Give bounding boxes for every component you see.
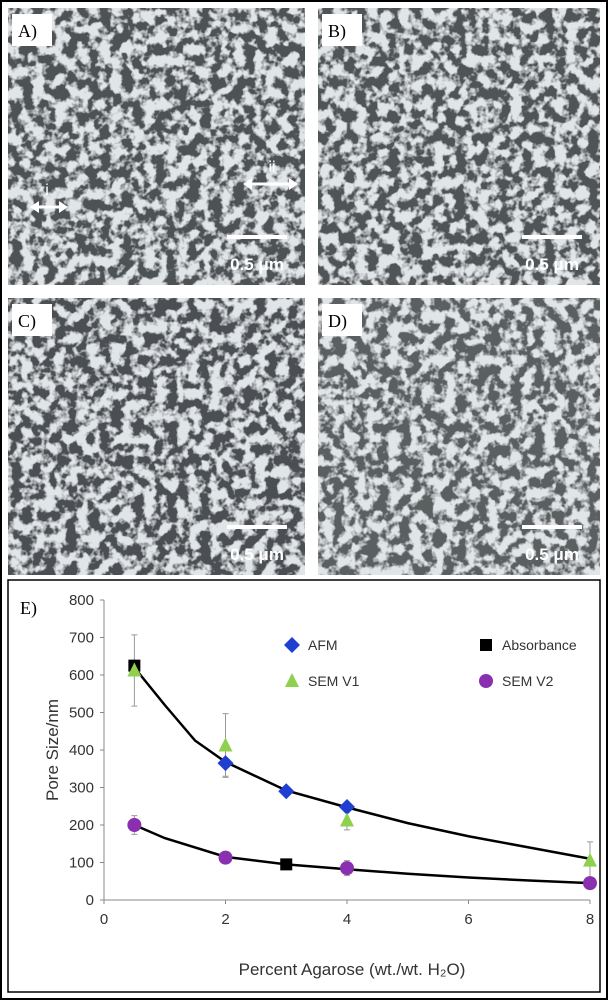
chart-frame bbox=[7, 579, 601, 993]
point bbox=[217, 755, 234, 772]
panel-label: B) bbox=[328, 21, 346, 42]
x-axis-title: Percent Agarose (wt./wt. H₂O) bbox=[239, 960, 466, 979]
sem-image bbox=[318, 8, 600, 285]
chart: E) 0 100 200 300 400 500 600 700 800 0 2 4 6 8 Percent … bbox=[20, 592, 597, 979]
point bbox=[278, 783, 295, 800]
point bbox=[339, 799, 355, 815]
point bbox=[583, 852, 597, 867]
point bbox=[127, 662, 142, 677]
annotation: i bbox=[45, 182, 49, 199]
image-panel: C) 0.5 μm bbox=[8, 298, 305, 575]
label-box bbox=[322, 304, 362, 336]
legend-label: SEM V1 bbox=[308, 673, 360, 689]
y-tick-label: 200 bbox=[69, 817, 94, 834]
arrow-head bbox=[289, 178, 298, 190]
legend-label: SEM V2 bbox=[502, 673, 554, 689]
scale-label: 0.5 μm bbox=[230, 255, 284, 274]
label-box bbox=[322, 14, 362, 46]
point bbox=[218, 737, 233, 752]
point bbox=[280, 858, 293, 871]
legend-marker bbox=[479, 674, 493, 688]
image-panel: D) 0.5 μm bbox=[318, 298, 600, 575]
point bbox=[340, 861, 354, 876]
x-tick-label: 6 bbox=[464, 911, 472, 928]
point bbox=[127, 818, 142, 832]
point bbox=[340, 812, 354, 827]
arrow-head bbox=[59, 201, 68, 213]
y-tick-label: 800 bbox=[69, 592, 94, 609]
legend-marker bbox=[284, 637, 300, 653]
panel-label: A) bbox=[18, 21, 37, 42]
y-tick-label: 400 bbox=[69, 742, 94, 759]
panel-label: D) bbox=[328, 311, 347, 332]
y-tick-label: 100 bbox=[69, 855, 94, 872]
point bbox=[583, 876, 597, 891]
x-tick-label: 2 bbox=[221, 911, 229, 928]
sem-image bbox=[318, 298, 600, 575]
annotation: ii bbox=[268, 159, 275, 176]
y-tick-label: 700 bbox=[69, 630, 94, 647]
x-tick-label: 0 bbox=[100, 911, 108, 928]
legend-marker bbox=[480, 639, 492, 651]
scale-label: 0.5 μm bbox=[525, 545, 579, 564]
y-tick-label: 500 bbox=[69, 705, 94, 722]
label-box bbox=[12, 14, 52, 46]
x-tick-label: 4 bbox=[343, 911, 351, 928]
y-tick-label: 600 bbox=[69, 667, 94, 684]
panel-label: E) bbox=[20, 598, 37, 619]
fit-curve bbox=[133, 666, 591, 860]
image-panel: B) 0.5 μm bbox=[318, 8, 600, 285]
legend-label: AFM bbox=[308, 637, 338, 653]
image-panel: A) 0.5 μm bbox=[8, 8, 305, 285]
point bbox=[218, 850, 233, 865]
y-tick-label: 0 bbox=[86, 892, 94, 909]
arrow-head bbox=[30, 201, 39, 213]
label-box bbox=[12, 304, 52, 336]
y-axis-title: Pore Size/nm bbox=[43, 699, 62, 801]
y-tick-label: 300 bbox=[69, 780, 94, 797]
legend-marker bbox=[285, 673, 299, 687]
scale-label: 0.5 μm bbox=[525, 255, 579, 274]
legend-label: Absorbance bbox=[502, 637, 577, 653]
panel-label: C) bbox=[18, 311, 36, 332]
scale-label: 0.5 μm bbox=[230, 545, 284, 564]
sem-image bbox=[8, 8, 305, 285]
arrow-head bbox=[243, 178, 252, 190]
x-tick-label: 8 bbox=[586, 911, 594, 928]
sem-image bbox=[8, 298, 305, 575]
